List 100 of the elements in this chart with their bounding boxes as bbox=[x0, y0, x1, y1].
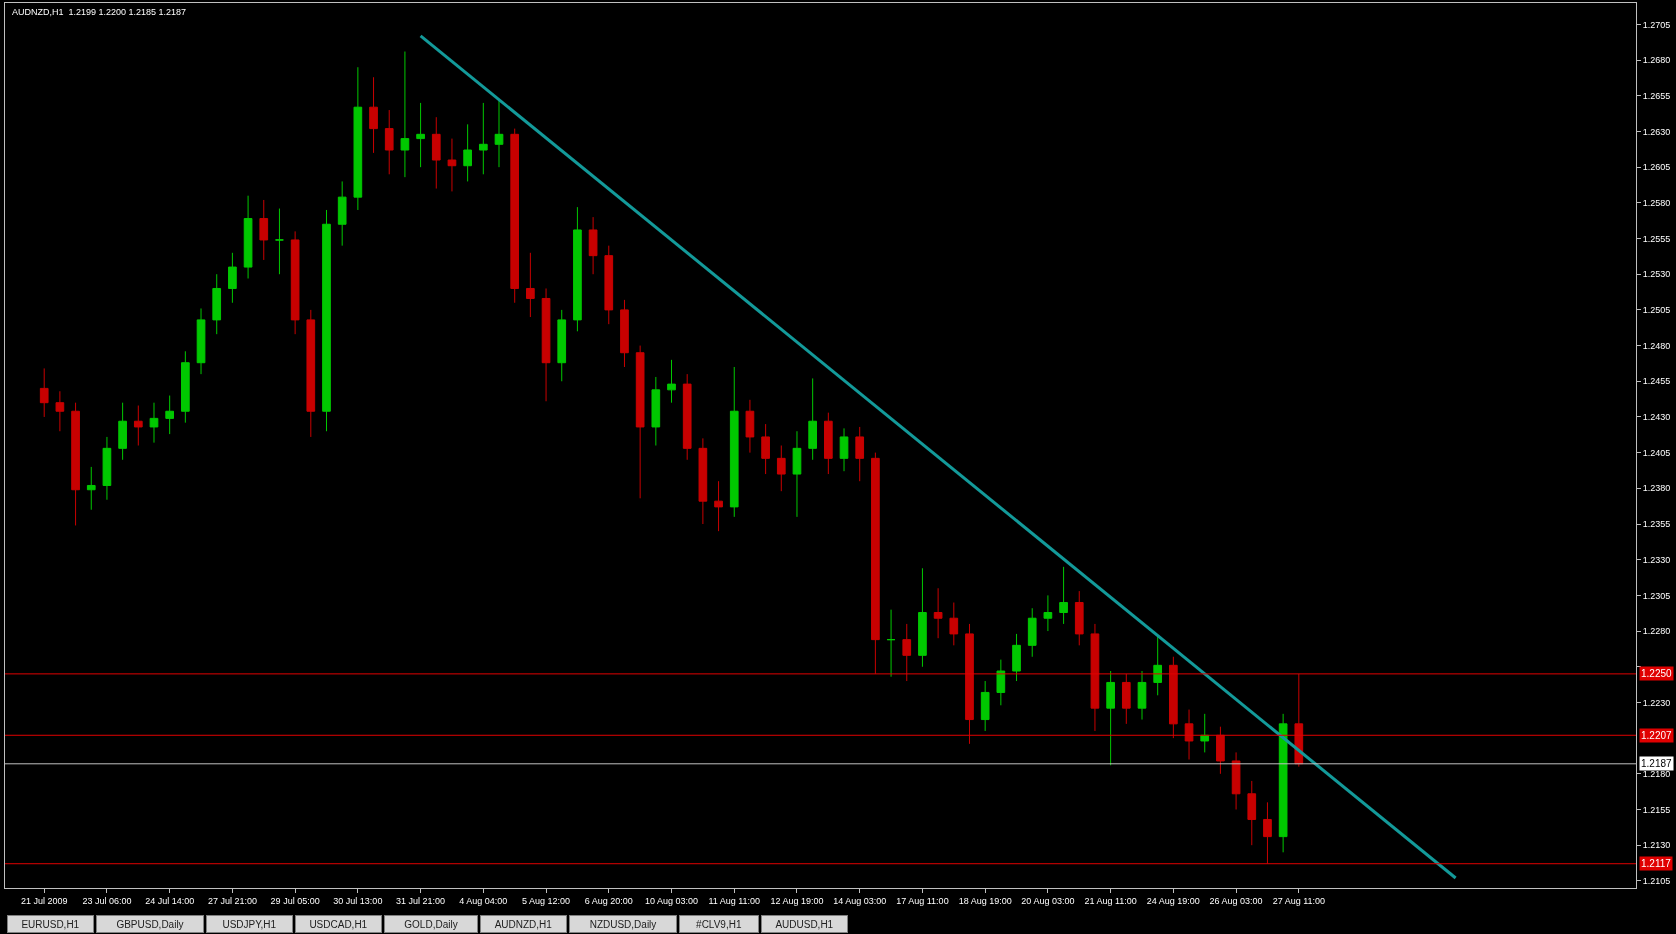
candlestick bbox=[886, 609, 896, 678]
candlestick bbox=[824, 412, 833, 475]
candlestick bbox=[1059, 566, 1068, 625]
candlestick bbox=[918, 567, 927, 668]
y-tick-label: 1.2680 bbox=[1642, 55, 1671, 66]
candlestick bbox=[416, 102, 425, 168]
y-tick-label: 1.2705 bbox=[1642, 19, 1671, 30]
candlestick bbox=[1247, 780, 1257, 846]
candlestick bbox=[275, 208, 284, 275]
candlestick bbox=[165, 395, 175, 435]
x-tick-label: 29 Jul 05:00 bbox=[270, 895, 320, 906]
candlestick bbox=[855, 426, 865, 482]
y-tick-label: 1.2505 bbox=[1642, 305, 1671, 316]
text: USDJPY,H1 bbox=[222, 918, 277, 930]
candlestick bbox=[259, 199, 269, 261]
y-tick-label: 1.2430 bbox=[1642, 412, 1671, 423]
candlestick bbox=[541, 287, 551, 402]
text: NZDUSD,Daily bbox=[589, 918, 657, 930]
candlestick bbox=[557, 309, 567, 382]
candlestick bbox=[1153, 634, 1163, 696]
candlestick bbox=[1074, 590, 1084, 646]
ref-line-label: 1.2207 bbox=[1641, 730, 1673, 741]
candlestick bbox=[133, 405, 143, 446]
candlestick bbox=[808, 377, 817, 461]
candlestick bbox=[1216, 726, 1225, 775]
ref-line-label: 1.2187 bbox=[1641, 758, 1673, 769]
candlestick bbox=[369, 76, 378, 154]
text: GBPUSD,Daily bbox=[116, 918, 184, 930]
x-tick-label: 27 Jul 21:00 bbox=[207, 895, 257, 906]
y-tick-label: 1.2605 bbox=[1642, 162, 1671, 173]
x-tick-label: 21 Aug 11:00 bbox=[1084, 895, 1137, 906]
candlestick bbox=[353, 66, 363, 211]
candlestick bbox=[949, 602, 959, 646]
candlestick bbox=[965, 623, 974, 745]
candlestick bbox=[871, 452, 880, 675]
candlestick bbox=[1200, 713, 1210, 753]
candlestick bbox=[102, 436, 112, 501]
y-tick-label: 1.2655 bbox=[1642, 90, 1671, 101]
candlestick bbox=[118, 402, 127, 461]
x-tick-label: 20 Aug 03:00 bbox=[1021, 895, 1075, 906]
candlestick bbox=[933, 587, 943, 639]
candlestick bbox=[1231, 751, 1241, 810]
candlestick bbox=[212, 273, 222, 335]
candlestick bbox=[714, 480, 723, 532]
x-tick-label: 24 Jul 14:00 bbox=[145, 895, 195, 906]
x-tick-label: 17 Aug 11:00 bbox=[896, 895, 949, 906]
candlestick bbox=[667, 359, 676, 404]
candlestick bbox=[588, 216, 598, 275]
candlestick bbox=[384, 109, 394, 175]
candlestick bbox=[1184, 709, 1194, 761]
x-tick-label: 6 Aug 20:00 bbox=[584, 895, 633, 906]
y-tick-label: 1.2580 bbox=[1642, 197, 1671, 208]
candlestick bbox=[447, 138, 457, 192]
text: GOLD,Daily bbox=[404, 918, 458, 930]
y-tick-label: 1.2155 bbox=[1642, 804, 1671, 815]
y-tick-label: 1.2180 bbox=[1642, 768, 1671, 779]
y-tick-label: 1.2330 bbox=[1642, 554, 1671, 565]
y-tick-label: 1.2105 bbox=[1642, 876, 1671, 887]
candlestick bbox=[510, 128, 520, 304]
x-tick-label: 30 Jul 13:00 bbox=[333, 895, 383, 906]
candlestick bbox=[1278, 713, 1288, 853]
x-tick-label: 26 Aug 03:00 bbox=[1209, 895, 1263, 906]
y-tick-label: 1.2280 bbox=[1642, 626, 1671, 637]
y-tick-label: 1.2355 bbox=[1642, 519, 1671, 530]
candlestick bbox=[526, 252, 535, 318]
candlestick bbox=[400, 51, 410, 178]
candlestick bbox=[1137, 670, 1147, 721]
candlestick bbox=[902, 623, 912, 682]
ref-line-label: 1.2250 bbox=[1641, 668, 1673, 679]
y-tick-label: 1.2630 bbox=[1642, 126, 1671, 137]
y-tick-label: 1.2555 bbox=[1642, 233, 1671, 244]
ref-line-label: 1.2117 bbox=[1641, 858, 1672, 869]
candlestick bbox=[573, 206, 582, 332]
x-tick-label: 14 Aug 03:00 bbox=[833, 895, 887, 906]
y-tick-label: 1.2130 bbox=[1642, 840, 1671, 851]
candlestick bbox=[996, 659, 1006, 706]
candlestick bbox=[651, 376, 661, 446]
candlestick bbox=[181, 350, 190, 424]
candlestick bbox=[55, 390, 65, 432]
candlestick bbox=[1043, 594, 1053, 632]
y-tick-label: 1.2455 bbox=[1642, 376, 1671, 387]
chart-title: AUDNZD,H1 1.2199 1.2200 1.2185 1.2187 bbox=[12, 7, 187, 17]
x-tick-label: 23 Jul 06:00 bbox=[82, 895, 132, 906]
candlestick bbox=[322, 209, 331, 432]
y-tick-label: 1.2380 bbox=[1642, 483, 1671, 494]
candlestick bbox=[776, 445, 786, 492]
candlestick bbox=[494, 99, 504, 168]
x-tick-label: 12 Aug 19:00 bbox=[770, 895, 824, 906]
candlestick bbox=[1012, 633, 1021, 682]
y-tick-label: 1.2530 bbox=[1642, 269, 1671, 280]
candlestick bbox=[478, 102, 488, 175]
candlestick bbox=[604, 245, 614, 325]
x-tick-label: 11 Aug 11:00 bbox=[708, 895, 761, 906]
candlestick bbox=[980, 680, 990, 732]
candlestick bbox=[1263, 801, 1272, 865]
x-tick-label: 10 Aug 03:00 bbox=[644, 895, 699, 906]
candlestick bbox=[745, 399, 755, 454]
text: EURUSD,H1 bbox=[21, 918, 80, 930]
y-tick-label: 1.2405 bbox=[1642, 447, 1671, 458]
candlestick bbox=[431, 116, 441, 190]
